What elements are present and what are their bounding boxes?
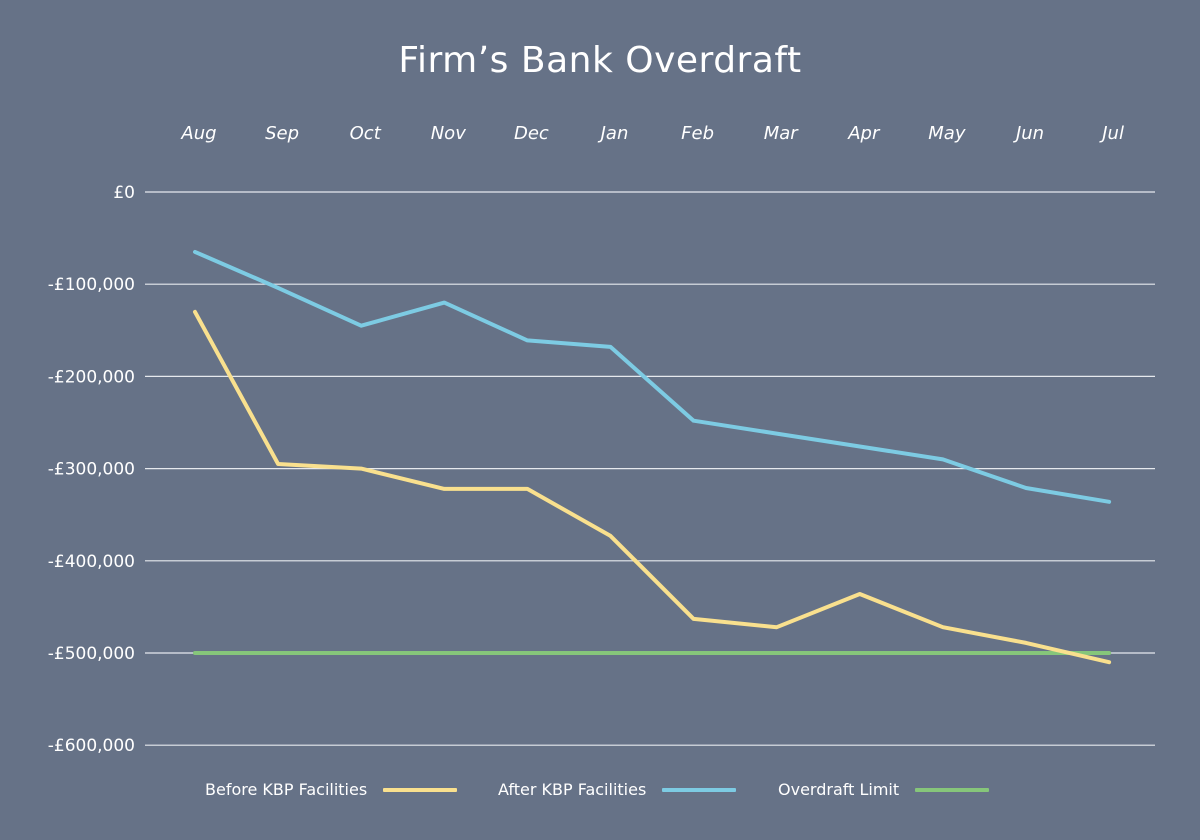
x-tick-label: Sep: [265, 123, 299, 144]
x-tick-label: Oct: [350, 123, 382, 144]
x-tick-label: Mar: [764, 123, 800, 144]
legend-label-limit: Overdraft Limit: [778, 780, 900, 799]
legend-swatch-limit: [915, 787, 990, 792]
x-tick-label: Jul: [1099, 123, 1124, 144]
x-tick-label: May: [928, 123, 966, 144]
legend-label-after: After KBP Facilities: [498, 780, 647, 799]
legend-item-limit: Overdraft Limit: [778, 780, 990, 799]
legend-item-after: After KBP Facilities: [498, 780, 737, 799]
legend-swatch-before: [383, 787, 458, 792]
y-tick-label: -£400,000: [48, 552, 135, 572]
x-tick-label: Dec: [514, 123, 549, 144]
y-tick-label: £0: [113, 183, 135, 203]
series-line-before: [193, 309, 1112, 665]
x-tick-label: Aug: [180, 123, 216, 144]
y-tick-label: -£100,000: [48, 275, 135, 295]
legend-item-before: Before KBP Facilities: [205, 780, 458, 799]
x-tick-label: Jun: [1013, 123, 1044, 144]
x-tick-label: Apr: [847, 123, 881, 144]
y-tick-label: -£600,000: [48, 736, 135, 756]
y-tick-label: -£500,000: [48, 644, 135, 664]
chart-legend: Before KBP Facilities After KBP Faciliti…: [0, 780, 1200, 804]
x-tick-label: Feb: [681, 123, 714, 144]
y-tick-label: -£300,000: [48, 460, 135, 480]
y-tick-label: -£200,000: [48, 367, 135, 387]
x-tick-label: Nov: [431, 123, 466, 144]
x-tick-label: Jan: [598, 123, 629, 144]
series-line-after: [193, 249, 1112, 504]
legend-swatch-after: [662, 787, 737, 792]
legend-label-before: Before KBP Facilities: [205, 780, 368, 799]
chart-title: Firm’s Bank Overdraft: [398, 40, 802, 81]
